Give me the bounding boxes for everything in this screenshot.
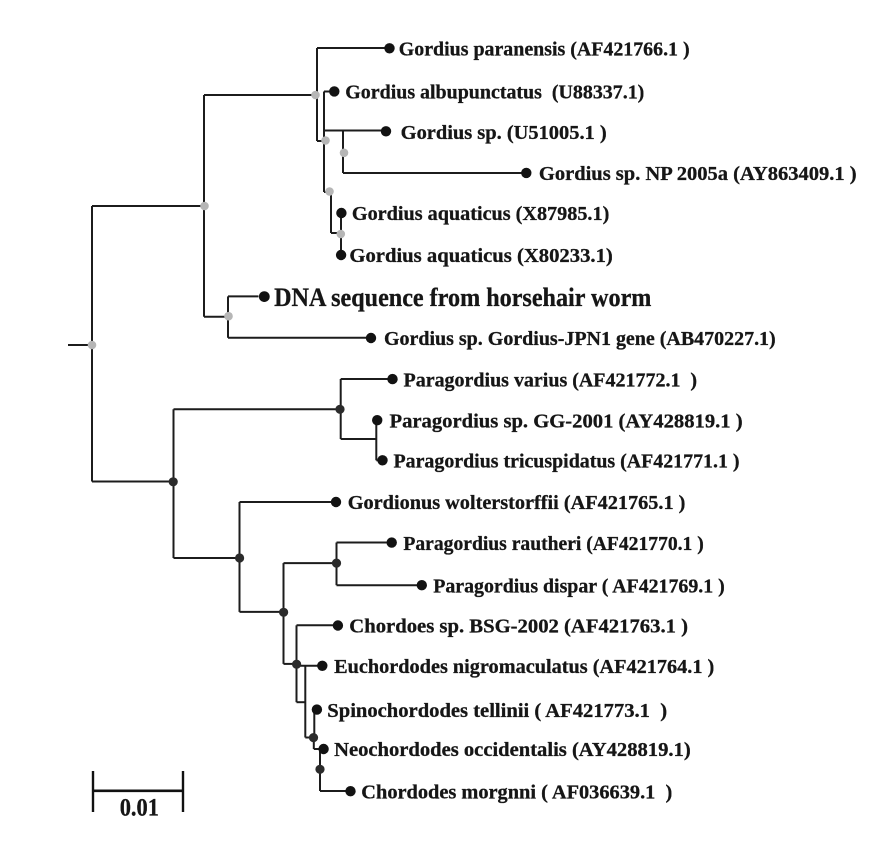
svg-text:Gordionus wolterstorffii (AF42: Gordionus wolterstorffii (AF421765.1 ) (348, 492, 686, 514)
svg-text:Chordodes morgnni ( AF036639.1: Chordodes morgnni ( AF036639.1 ) (361, 782, 672, 804)
svg-text:Neochordodes occidentalis (AY4: Neochordodes occidentalis (AY428819.1) (334, 739, 691, 761)
svg-text:Gordius paranensis (AF421766.1: Gordius paranensis (AF421766.1 ) (399, 39, 690, 61)
svg-text:Spinochordodes tellinii ( AF42: Spinochordodes tellinii ( AF421773.1 ) (327, 700, 667, 722)
svg-text:Paragordius tricuspidatus (AF4: Paragordius tricuspidatus (AF421771.1 ) (394, 451, 740, 473)
svg-text:Paragordius dispar ( AF421769.: Paragordius dispar ( AF421769.1 ) (433, 575, 725, 597)
svg-text:Gordius aquaticus (X80233.1): Gordius aquaticus (X80233.1) (349, 245, 612, 267)
svg-text:Paragordius rautheri (AF421770: Paragordius rautheri (AF421770.1 ) (403, 533, 703, 555)
svg-text:Chordoes sp. BSG-2002 (AF42176: Chordoes sp. BSG-2002 (AF421763.1 ) (349, 616, 688, 638)
svg-text:Paragordius sp. GG-2001 (AY428: Paragordius sp. GG-2001 (AY428819.1 ) (390, 410, 743, 432)
svg-text:Gordius sp. (U51005.1 ): Gordius sp. (U51005.1 ) (401, 122, 607, 144)
svg-text:Euchordodes nigromaculatus (AF: Euchordodes nigromaculatus (AF421764.1 ) (334, 656, 714, 678)
svg-text:Paragordius varius (AF421772.1: Paragordius varius (AF421772.1 ) (404, 369, 698, 391)
svg-text:Gordius sp. NP 2005a (AY863409: Gordius sp. NP 2005a (AY863409.1 ) (539, 163, 857, 185)
svg-text:Gordius aquaticus (X87985.1): Gordius aquaticus (X87985.1) (352, 203, 609, 225)
svg-text:Gordius sp. Gordius-JPN1 gene: Gordius sp. Gordius-JPN1 gene (AB470227.… (384, 328, 776, 350)
svg-text:Gordius albupunctatus (U88337: Gordius albupunctatus (U88337.1) (345, 82, 644, 104)
svg-text:0.01: 0.01 (120, 795, 159, 822)
svg-text:DNA sequence from horsehair wo: DNA sequence from horsehair worm (274, 283, 652, 312)
